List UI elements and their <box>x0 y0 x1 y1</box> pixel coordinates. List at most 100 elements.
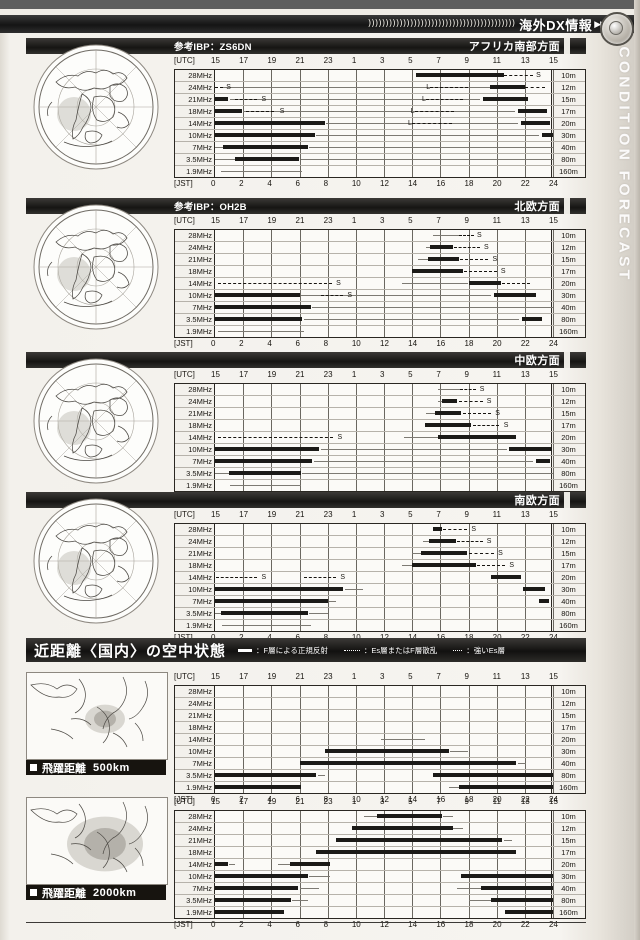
frequency-label: 14MHz <box>175 734 215 745</box>
band-label: 80m <box>551 895 585 906</box>
utc-axis-label: [UTC] <box>174 370 195 379</box>
dx-chart-block-1: 参考IBP：ZS6DN アフリカ南部方面 [UTC] 15 17 19 21 23 1 3 5 7… <box>26 38 586 188</box>
gridline <box>327 166 329 177</box>
gridline <box>496 620 498 631</box>
gridline <box>384 254 385 265</box>
gridline <box>327 524 329 535</box>
chart-row: 14MHz 20m <box>175 859 585 871</box>
gridline <box>553 278 554 289</box>
jst-tick: 22 <box>520 795 530 804</box>
gridline <box>412 907 414 918</box>
band-label: 12m <box>551 242 585 253</box>
bar-f-layer <box>509 447 552 451</box>
azimuthal-map-icon <box>26 356 166 486</box>
gridline <box>496 686 498 697</box>
frequency-label: 18MHz <box>175 266 215 277</box>
bar-f-layer <box>541 133 553 137</box>
gridline <box>496 242 498 253</box>
gridline <box>553 468 554 479</box>
bar-f-layer <box>523 587 545 591</box>
band-label: 20m <box>551 859 585 870</box>
frequency-label: 14MHz <box>175 118 215 129</box>
gridline <box>412 871 414 882</box>
gridline <box>468 620 470 631</box>
gridline <box>412 242 414 253</box>
gridline <box>327 907 329 918</box>
bar-f-layer <box>324 749 449 753</box>
bar-marker-s: S <box>509 562 514 569</box>
bar-f-layer <box>491 898 553 902</box>
gridline <box>553 847 554 858</box>
chart-row: 3.5MHz 80m <box>175 608 585 620</box>
gridline <box>553 420 554 431</box>
chart-plot <box>215 620 554 631</box>
jst-tick: 18 <box>465 633 474 642</box>
bar-weak <box>302 473 553 474</box>
jst-tick: 8 <box>323 339 329 348</box>
gridline <box>384 432 385 443</box>
bar-f-layer <box>536 459 551 463</box>
utc-tick: 9 <box>464 797 469 806</box>
bar-marker-s: S <box>476 232 482 239</box>
frequency-label: 1.9MHz <box>175 480 215 491</box>
gridline <box>384 166 385 177</box>
gridline <box>412 70 414 81</box>
utc-tick: 23 <box>323 797 333 806</box>
frequency-label: 1.9MHz <box>175 907 215 918</box>
gridline <box>299 572 301 583</box>
utc-tick: 5 <box>408 672 413 681</box>
jst-tick: 6 <box>296 633 300 642</box>
bar-weak <box>222 625 311 626</box>
utc-tick: 1 <box>351 370 357 379</box>
gridline <box>327 254 329 265</box>
gridline <box>327 883 329 894</box>
chart-plot <box>215 883 554 894</box>
utc-axis-label: [UTC] <box>174 672 195 681</box>
gridline <box>271 242 273 253</box>
chart-plot <box>215 480 554 491</box>
bar-marker-s: S <box>486 538 492 545</box>
chart-row: 10MHz 30m <box>175 584 585 596</box>
bar-weak <box>448 787 459 788</box>
gridline <box>468 584 470 595</box>
bar-weak <box>223 87 490 88</box>
bar-sporadic <box>245 111 275 112</box>
gridline <box>243 811 245 822</box>
chart-plot <box>215 130 554 141</box>
utc-tick: 1 <box>351 56 357 65</box>
gridline <box>355 871 357 882</box>
distance-value: 500km <box>93 761 130 774</box>
chart-plot <box>215 166 554 177</box>
chart-row: 10MHz S 30m <box>175 290 585 302</box>
gridline <box>524 524 526 535</box>
gridline <box>243 408 245 419</box>
gridline <box>384 480 385 491</box>
gridline <box>524 572 526 583</box>
bar-f-layer <box>420 551 468 555</box>
gridline <box>299 290 301 301</box>
gridline <box>299 548 301 559</box>
gridline <box>355 254 357 265</box>
band-label: 20m <box>551 572 585 583</box>
bar-weak <box>503 840 513 841</box>
masthead-bar <box>0 15 640 33</box>
gridline <box>271 560 273 571</box>
chart-plot <box>215 456 554 467</box>
utc-tick: 15 <box>549 510 558 519</box>
gridline <box>553 746 554 757</box>
gridline <box>299 746 301 757</box>
dom2-grid: 28MHz 10m 24MHz 12m 21MHz 15m 18MHz 17m 14MHz 20m… <box>174 810 586 919</box>
bottom-rule <box>26 922 586 923</box>
bar-marker-l: L <box>422 96 426 103</box>
bar-weak <box>329 601 337 602</box>
bar-f-layer <box>215 862 228 866</box>
utc-axis-label: [UTC] <box>174 56 195 65</box>
utc-tick: 21 <box>295 370 305 379</box>
bar-weak <box>317 775 325 776</box>
gridline <box>299 722 301 733</box>
bar-weak <box>453 828 463 829</box>
gridline <box>327 480 329 491</box>
gridline <box>299 710 301 721</box>
gridline <box>243 560 245 571</box>
